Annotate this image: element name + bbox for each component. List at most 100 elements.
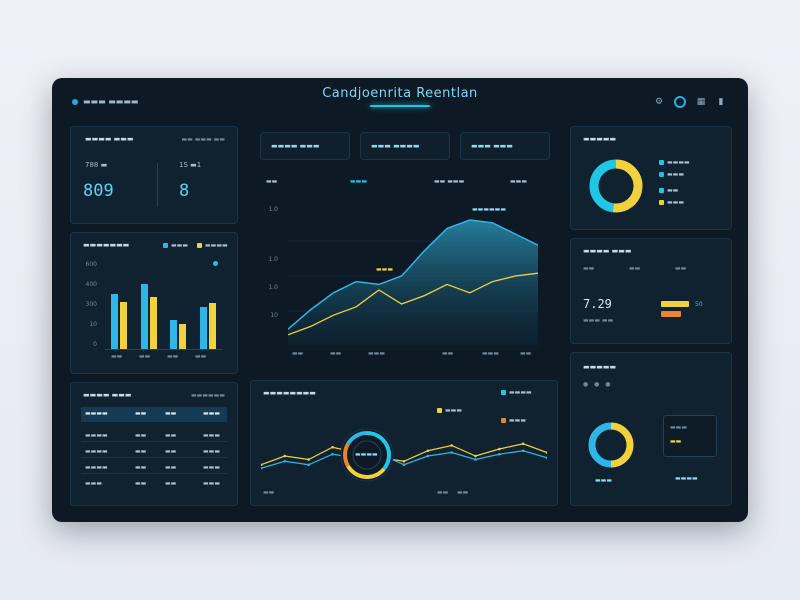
stats-big-value: 7.29 <box>583 297 612 311</box>
x-tick: ▬▬ <box>167 353 179 360</box>
stats-panel: ▬▬▬▬ ▬▬▬ ▬▬ ▬▬ ▬▬ 7.29 ▬▬▬ ▬▬ 50 <box>570 238 732 344</box>
bar-chart-marker <box>213 261 218 266</box>
table-cell: ▬▬▬ <box>203 432 221 439</box>
data-point <box>450 451 453 454</box>
settings-icon[interactable]: ⚙ <box>654 97 664 107</box>
y-tick: 400 <box>85 281 97 288</box>
donut-bottom-chart <box>588 422 634 468</box>
table-cell: ▬▬▬▬ <box>85 464 108 471</box>
series-line <box>288 219 538 330</box>
bar-chart-panel: ▬▬▬▬▬▬▬ ▬▬▬ ▬▬▬▬ 600 400 300 10 0 ▬▬ ▬▬ … <box>70 232 238 374</box>
brand[interactable]: ▬▬▬ ▬▬▬▬ <box>72 97 138 106</box>
table-header-cell[interactable]: ▬▬ <box>135 410 147 417</box>
kpi-b-label: 1S ▬1 <box>179 161 202 169</box>
area-header-item[interactable]: ▬▬ <box>266 178 278 185</box>
table-cell: ▬▬ <box>165 432 177 439</box>
y-tick: 600 <box>85 261 97 268</box>
bar-y-axis: 600 400 300 10 0 <box>79 261 99 353</box>
donut-bottom-badge[interactable]: ▬▬▬ ▬▬ <box>663 415 717 457</box>
y-tick: 300 <box>85 301 97 308</box>
bar[interactable] <box>149 296 157 349</box>
brand-logo-icon <box>72 98 78 105</box>
tab-1[interactable]: ▬▬▬▬ ▬▬▬ <box>260 132 350 160</box>
y-tick: 1.0 <box>268 206 278 213</box>
area-header-item[interactable]: ▬▬▬ <box>510 178 528 185</box>
tab-3[interactable]: ▬▬▬ ▬▬▬ <box>460 132 550 160</box>
table-cell: ▬▬ <box>135 432 147 439</box>
table-cell: ▬▬ <box>135 448 147 455</box>
table-cell: ▬▬▬▬ <box>85 448 108 455</box>
page-title: Candjoenrita Reentlan <box>322 86 478 101</box>
legend-label: ▬▬▬ <box>509 417 527 424</box>
area-x-axis: ▬▬ ▬▬ ▬▬▬ ▬▬ ▬▬▬ ▬▬ <box>288 350 538 360</box>
bar-chart-title: ▬▬▬▬▬▬▬ <box>83 241 130 249</box>
bar[interactable] <box>120 301 127 349</box>
gauge-arc <box>346 431 368 446</box>
bar-plot-area <box>105 265 223 350</box>
bar-icon[interactable]: ▮ <box>718 97 724 107</box>
legend-swatch <box>197 243 202 248</box>
area-chart-svg <box>288 219 538 346</box>
table-header-cell[interactable]: ▬▬ <box>165 410 177 417</box>
data-point <box>402 459 406 463</box>
stats-header: ▬▬ <box>583 265 595 272</box>
donut-bottom-dots: ● ● ● <box>583 381 613 388</box>
table-row[interactable]: ▬▬▬▬ ▬▬ ▬▬ ▬▬▬ <box>81 445 227 458</box>
table-header-cell[interactable]: ▬▬▬▬ <box>85 410 108 417</box>
legend-swatch <box>501 390 506 395</box>
donut-legend-item: ▬▬▬▬ <box>659 159 690 166</box>
table-cell: ▬▬▬ <box>203 464 221 471</box>
tab-label: ▬▬▬ ▬▬▬ <box>471 142 513 150</box>
data-point <box>545 451 547 454</box>
table-row[interactable]: ▬▬▬ ▬▬ ▬▬ ▬▬▬ <box>81 477 227 489</box>
table-cell: ▬▬ <box>165 480 177 487</box>
donut-bottom-title: ▬▬▬▬▬ <box>583 363 617 371</box>
bar[interactable] <box>199 307 207 349</box>
kpi-divider <box>157 163 158 207</box>
table-title: ▬▬▬▬ ▬▬▬ <box>83 391 132 399</box>
data-point <box>307 458 310 461</box>
bar-x-axis: ▬▬ ▬▬ ▬▬ ▬▬ <box>105 353 223 363</box>
x-tick: ▬▬ <box>263 489 275 496</box>
area-header-item[interactable]: ▬▬ ▬▬▬ <box>434 178 465 185</box>
y-tick: 1.0 <box>268 256 278 263</box>
gauge-arc <box>366 431 391 471</box>
donut-bottom-panel: ▬▬▬▬▬ ● ● ● ▬▬▬ ▬▬▬ ▬▬ ▬▬▬▬ <box>570 352 732 506</box>
kpi-title: ▬▬▬▬ ▬▬▬ <box>85 135 134 143</box>
tab-2[interactable]: ▬▬▬ ▬▬▬▬ <box>360 132 450 160</box>
x-tick: ▬▬ <box>111 353 123 360</box>
data-point <box>307 463 310 467</box>
bar[interactable] <box>170 319 177 349</box>
bar[interactable] <box>140 283 148 349</box>
table-header-cell[interactable]: ▬▬▬ <box>203 410 221 417</box>
tab-label: ▬▬▬ ▬▬▬▬ <box>371 142 420 150</box>
ring-icon[interactable] <box>674 96 686 108</box>
stats-small: ▬▬▬ ▬▬ <box>583 317 614 324</box>
donut-slice <box>588 422 612 468</box>
title-underline <box>370 105 430 107</box>
y-tick: 10 <box>270 312 278 319</box>
area-header-item[interactable]: ▬▬▬ <box>350 178 368 185</box>
legend-swatch <box>163 243 168 248</box>
area-y-axis: 1.0 1.0 1.0 10 <box>258 206 282 336</box>
bar[interactable] <box>208 302 216 349</box>
donut-legend-item: ▬▬▬ <box>659 199 684 206</box>
legend-swatch <box>659 172 664 177</box>
table-row[interactable]: ▬▬▬▬ ▬▬ ▬▬ ▬▬▬ <box>81 461 227 474</box>
table-row[interactable]: ▬▬▬▬ ▬▬ ▬▬ ▬▬▬ <box>81 429 227 442</box>
area-mid-label: ▬▬▬ <box>376 266 394 273</box>
data-point <box>402 463 406 467</box>
area-peak-label: ▬▬▬▬▬▬ <box>472 206 507 213</box>
x-tick: ▬▬ <box>195 353 207 360</box>
gauge-arc <box>346 464 386 479</box>
bar[interactable] <box>111 294 118 349</box>
kpi-a-value: 809 <box>83 181 114 201</box>
bar[interactable] <box>179 323 186 349</box>
legend-label: ▬▬▬ <box>667 199 685 206</box>
line-chart-title: ▬▬▬▬▬▬▬▬ <box>263 389 316 397</box>
grid-icon[interactable]: ▦ <box>696 97 706 107</box>
kpi-b-value: 8 <box>179 181 190 201</box>
table-cell: ▬▬ <box>135 480 147 487</box>
data-point <box>521 449 525 453</box>
x-tick: ▬▬▬ <box>482 350 500 357</box>
